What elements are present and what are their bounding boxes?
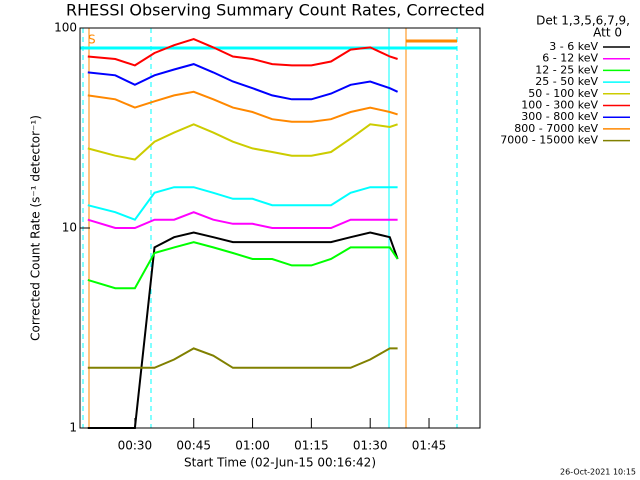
series-line <box>87 63 399 101</box>
chart-title: RHESSI Observing Summary Count Rates, Co… <box>66 1 485 20</box>
legend-label: 7000 - 15000 keV <box>500 134 598 147</box>
y-tick-label: 10 <box>62 221 77 235</box>
legend-label: 6 - 12 keV <box>542 52 598 65</box>
series-line <box>87 231 399 429</box>
legend-label: 3 - 6 keV <box>549 40 598 53</box>
x-tick-label: 01:30 <box>353 439 388 453</box>
legend-label: 12 - 25 keV <box>535 63 598 76</box>
legend-title: Att 0 <box>593 26 622 40</box>
x-tick-label: 00:30 <box>118 439 153 453</box>
y-axis-label: Corrected Count Rate (s⁻¹ detector⁻¹) <box>29 115 43 341</box>
legend-label: 300 - 800 keV <box>521 110 598 123</box>
series-line <box>87 123 398 161</box>
x-tick-label: 01:15 <box>294 439 329 453</box>
legend-label: 800 - 7000 keV <box>514 122 598 135</box>
x-tick-label: 01:45 <box>412 439 447 453</box>
y-tick-label: 100 <box>54 21 77 35</box>
legend-label: 100 - 300 keV <box>521 99 598 112</box>
y-tick-label: 1 <box>69 421 77 435</box>
legend-label: 25 - 50 keV <box>535 75 598 88</box>
series-line <box>87 211 398 229</box>
series-line <box>87 38 398 67</box>
series-line <box>87 186 398 221</box>
series-line <box>87 347 398 369</box>
annotation: S <box>88 33 96 47</box>
timestamp: 26-Oct-2021 10:15 <box>560 468 636 477</box>
x-tick-label: 00:45 <box>176 439 211 453</box>
x-axis-label: Start Time (02-Jun-15 00:16:42) <box>184 456 376 470</box>
series-line <box>87 90 398 123</box>
x-tick-label: 01:00 <box>235 439 270 453</box>
legend-label: 50 - 100 keV <box>528 87 598 100</box>
legend-title: Det 1,3,5,6,7,9, <box>536 14 630 28</box>
series-line <box>87 241 399 290</box>
